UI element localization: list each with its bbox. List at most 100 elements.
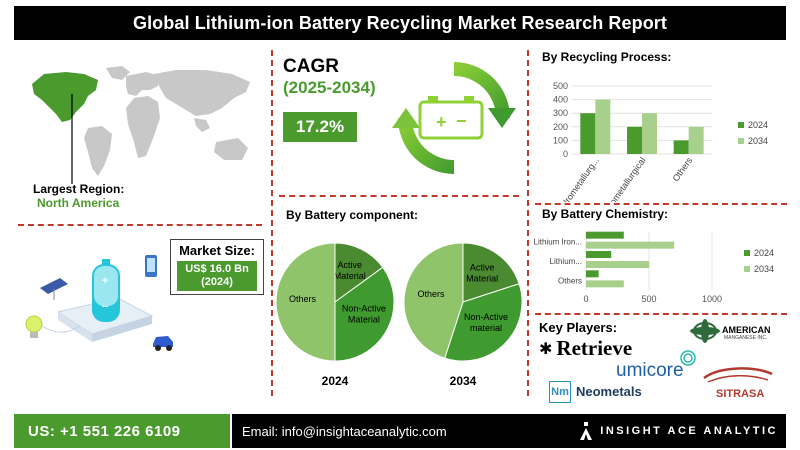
battery-chemistry-chart: By Battery Chemistry: 0 500 1000 Lithium Iro… <box>534 207 775 304</box>
bar-2024 <box>673 140 689 154</box>
north-america-highlight <box>32 72 98 122</box>
world-map-icon <box>32 66 250 184</box>
y-tick-label: 400 <box>553 95 568 105</box>
legend-swatch <box>738 138 744 144</box>
pie-label: Active Material <box>334 260 366 281</box>
svg-text:−: − <box>102 301 108 313</box>
pie-slice <box>275 242 336 362</box>
player-neometals: Neometals <box>576 384 642 399</box>
pie-label: Active Material <box>466 263 498 284</box>
y-tick-label: 100 <box>553 135 568 145</box>
y-tick-label: 0 <box>563 149 568 159</box>
pie-label: Others <box>417 289 445 299</box>
cagr-period: (2025-2034) <box>283 78 376 97</box>
divider-right-top <box>535 203 787 205</box>
pie-label: Non-Active material <box>464 312 508 333</box>
bar-2024 <box>586 231 624 239</box>
cagr-label: CAGR <box>283 56 339 77</box>
divider-middle <box>279 195 519 197</box>
neometals-icon: Nm <box>549 381 571 403</box>
pie-slice <box>462 242 520 303</box>
player-american-manganese-sub: MANGANESE INC. <box>724 335 768 341</box>
pie-slice <box>334 242 384 303</box>
bar-2024 <box>586 251 612 258</box>
bar-2034 <box>586 261 649 268</box>
pie-slice <box>334 266 395 362</box>
cagr-value-box: 17.2% <box>283 112 357 142</box>
divider-left <box>18 224 262 226</box>
y-tick-label: 500 <box>553 81 568 91</box>
pie-label: Non-Active Material <box>342 304 386 325</box>
smartphone-icon <box>145 255 157 277</box>
legend-label: 2024 <box>748 120 768 130</box>
x-tick-label: 0 <box>583 294 588 304</box>
player-sitrasa: SITRASA <box>716 388 765 400</box>
legend-label: 2024 <box>754 248 774 258</box>
divider-right-bottom <box>535 313 787 315</box>
bar-2034 <box>688 126 704 154</box>
american-manganese-icon <box>690 319 720 343</box>
battery-component-title: By Battery component: <box>286 208 419 222</box>
legend-swatch <box>738 122 744 128</box>
market-size-label: Market Size: <box>179 243 255 258</box>
battery-chemistry-title: By Battery Chemistry: <box>542 207 668 221</box>
svg-text:+: + <box>102 275 108 287</box>
legend-label: 2034 <box>748 136 768 146</box>
recycle-battery-icon: + − <box>392 62 516 174</box>
y-tick-label: 200 <box>553 122 568 132</box>
bar-2034 <box>642 113 657 154</box>
y-tick-label: Lithium... <box>550 257 582 266</box>
market-size-box: Market Size: US$ 16.0 Bn (2024) <box>170 239 264 295</box>
retrieve-icon: ✱ <box>539 339 553 358</box>
legend-swatch <box>744 266 750 272</box>
bar-2024 <box>586 270 599 278</box>
insight-ace-logo-icon <box>580 422 593 440</box>
player-retrieve: ✱ Retrieve <box>539 336 633 360</box>
largest-region-value: North America <box>37 196 120 210</box>
y-tick-label: Lithium Iron... <box>534 238 582 247</box>
sitrasa-icon <box>703 367 773 383</box>
svg-text:+: + <box>436 112 447 132</box>
recycling-process-chart: By Recycling Process: 0 100 200 300 400 500 Hyd… <box>542 50 768 202</box>
footer-email[interactable]: Email: info@insightaceanalytic.com <box>242 423 447 439</box>
y-tick-label: Others <box>558 276 582 285</box>
divider-vertical-right <box>527 50 529 396</box>
battery-component-pies: Active Material Non-Active Material Others 20… <box>275 242 523 388</box>
player-american-manganese: AMERICAN <box>722 325 771 335</box>
battery-storage-illustration: + − <box>25 259 154 342</box>
pie-slice <box>444 283 523 362</box>
legend-label: 2034 <box>754 264 774 274</box>
key-players-title: Key Players: <box>539 320 618 335</box>
x-tick-label: 1000 <box>702 294 722 304</box>
electric-car-icon <box>153 336 173 351</box>
pie-slice <box>403 242 464 359</box>
footer-phone[interactable]: US: +1 551 226 6109 <box>28 422 181 440</box>
title-bar: Global Lithium-ion Battery Recycling Mar… <box>14 6 786 40</box>
x-tick-label: Others <box>671 155 695 183</box>
legend-swatch <box>744 250 750 256</box>
pie-label: Others <box>289 294 317 304</box>
bar-2024 <box>580 113 596 154</box>
bar-2034 <box>586 280 624 288</box>
pie-year-label: 2034 <box>450 374 477 388</box>
footer-brand: INSIGHT ACE ANALYTIC <box>580 422 778 440</box>
y-tick-label: 300 <box>553 108 568 118</box>
footer-contact-bar: Email: info@insightaceanalytic.com INSIG… <box>232 414 786 448</box>
svg-text:−: − <box>456 111 467 131</box>
recycling-process-title: By Recycling Process: <box>542 50 671 64</box>
market-size-value-box: US$ 16.0 Bn (2024) <box>177 261 257 291</box>
bar-2034 <box>586 241 675 249</box>
largest-region-label: Largest Region: <box>33 182 125 196</box>
x-tick-label: Pyrometallurgical <box>600 155 648 202</box>
bar-2034 <box>595 99 611 154</box>
pie-year-label: 2024 <box>322 374 349 388</box>
market-size-year: (2024) <box>201 276 233 288</box>
market-size-value: US$ 16.0 Bn <box>185 263 249 275</box>
player-umicore: umicore <box>616 360 684 381</box>
x-tick-label: 500 <box>641 294 656 304</box>
divider-vertical-left <box>271 50 273 396</box>
footer-phone-bar: US: +1 551 226 6109 <box>14 414 230 448</box>
umicore-icon <box>680 350 696 366</box>
bar-2024 <box>627 126 642 154</box>
